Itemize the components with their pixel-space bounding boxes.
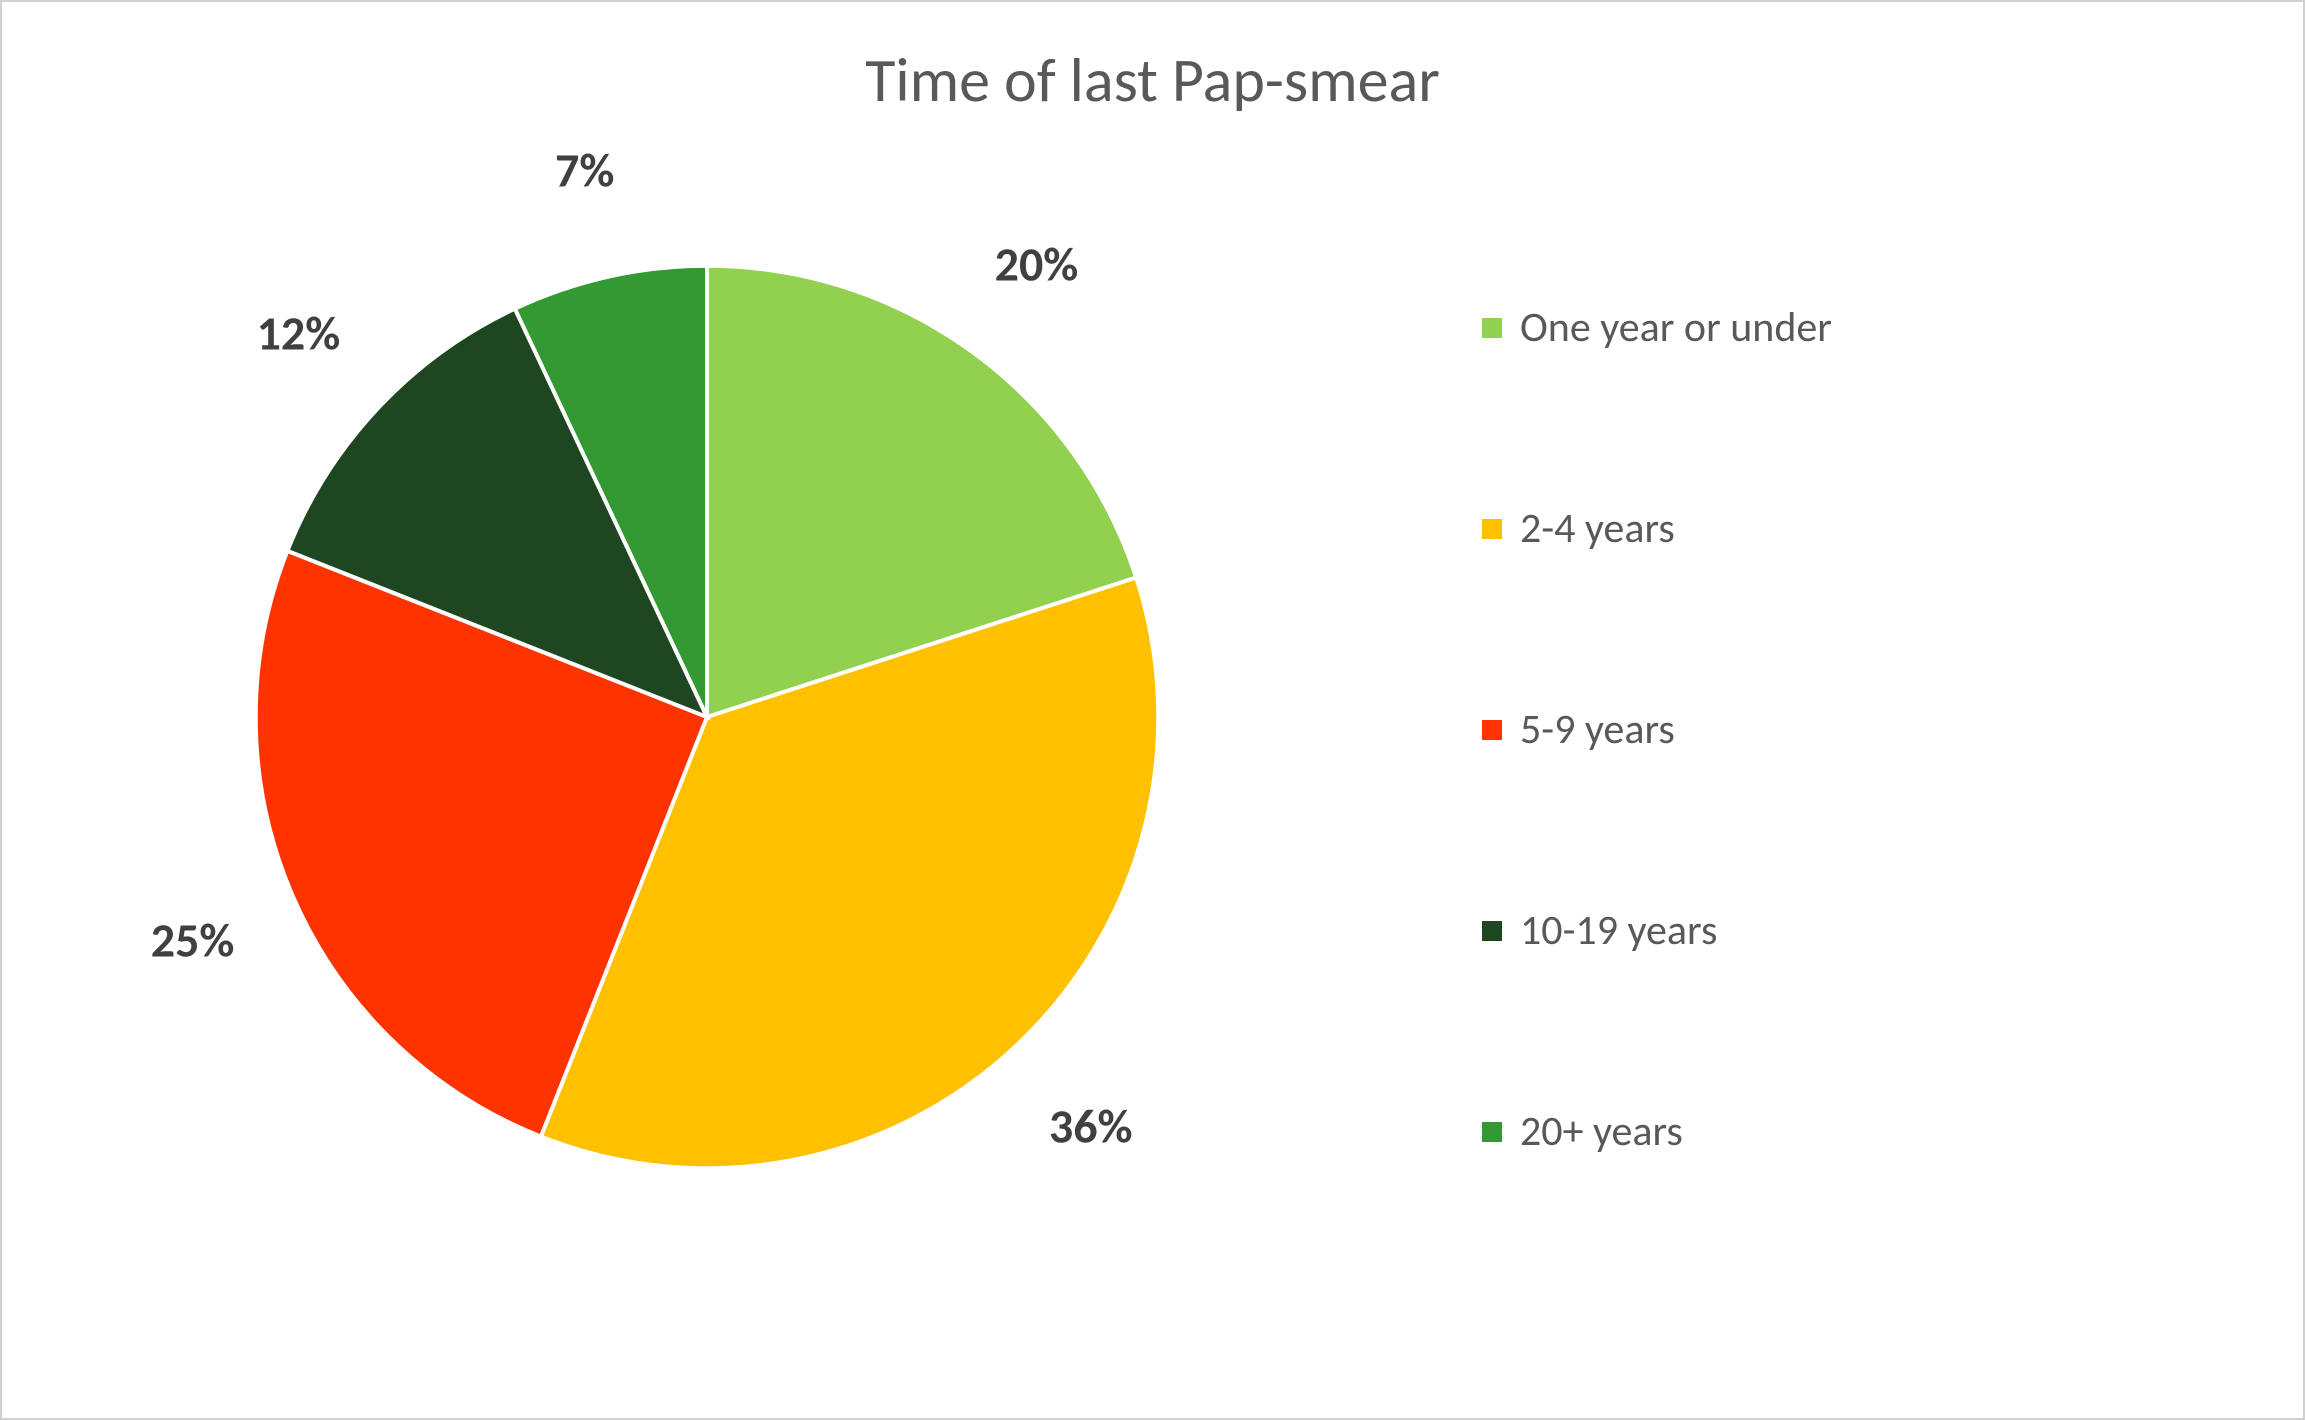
pie-wrapper: [232, 242, 1182, 1192]
data-label: 7%: [555, 140, 614, 199]
legend: One year or under 2-4 years 5-9 years 10…: [1482, 302, 1832, 1157]
chart-title: Time of last Pap-smear: [2, 42, 2303, 118]
legend-label: 20+ years: [1520, 1106, 1683, 1157]
chart-container: Time of last Pap-smear 20% 36% 25% 12% 7% On…: [0, 0, 2305, 1420]
legend-marker: [1482, 720, 1502, 740]
data-label: 12%: [257, 304, 341, 363]
legend-item: 20+ years: [1482, 1106, 1832, 1157]
legend-label: 10-19 years: [1520, 905, 1717, 956]
legend-item: 2-4 years: [1482, 503, 1832, 554]
legend-item: 10-19 years: [1482, 905, 1832, 956]
pie-chart: [232, 242, 1182, 1192]
legend-label: One year or under: [1520, 302, 1832, 353]
legend-marker: [1482, 1122, 1502, 1142]
legend-marker: [1482, 519, 1502, 539]
legend-marker: [1482, 318, 1502, 338]
data-label: 20%: [995, 234, 1079, 293]
legend-label: 5-9 years: [1520, 704, 1675, 755]
data-label: 25%: [151, 910, 235, 969]
legend-item: 5-9 years: [1482, 704, 1832, 755]
legend-item: One year or under: [1482, 302, 1832, 353]
data-label: 36%: [1049, 1096, 1133, 1155]
legend-label: 2-4 years: [1520, 503, 1675, 554]
legend-marker: [1482, 921, 1502, 941]
